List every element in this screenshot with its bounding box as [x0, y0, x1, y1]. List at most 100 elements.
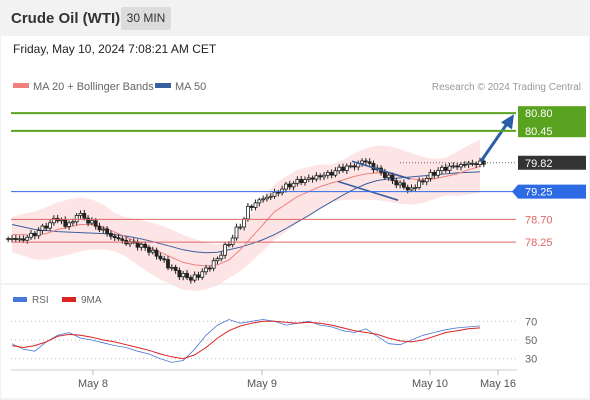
- candle-body: [398, 182, 402, 186]
- candle-body: [234, 226, 239, 239]
- candle-body: [48, 222, 52, 229]
- price-layer: [6, 114, 514, 291]
- candle-body: [466, 162, 471, 166]
- candle-body: [280, 188, 285, 194]
- candle-body: [402, 182, 406, 188]
- candle-body: [70, 221, 75, 224]
- candle-body: [25, 236, 30, 241]
- candle-body: [143, 243, 148, 248]
- pivot-level-label: 79.25: [525, 187, 553, 199]
- candle-body: [32, 232, 37, 237]
- x-axis: May 8 May 9 May 10 May 16: [78, 370, 516, 390]
- candle-body: [139, 243, 144, 248]
- x-tick-label: May 9: [247, 378, 277, 390]
- pivot-tag-bg: [512, 184, 586, 199]
- candle-body: [109, 232, 113, 237]
- candle-body: [310, 177, 315, 180]
- x-tick-label: May 10: [412, 378, 448, 390]
- candle-body: [59, 219, 64, 222]
- rsi-tick-label: 70: [525, 316, 537, 328]
- candle-body: [169, 266, 174, 269]
- candle-body: [93, 220, 98, 227]
- chart-header: Crude Oil (WTI) 30 MIN: [0, 0, 590, 36]
- candle-body: [120, 238, 125, 241]
- candle-body: [352, 165, 357, 168]
- candle-body: [51, 217, 56, 224]
- candle-body: [276, 191, 281, 194]
- candle-body: [101, 228, 106, 231]
- current-price-label: 79.82: [525, 158, 553, 170]
- candle-body: [215, 258, 220, 262]
- candle-body: [322, 174, 326, 178]
- candle-body: [158, 255, 163, 260]
- candle-body: [226, 244, 231, 246]
- instrument-title: Crude Oil (WTI): [11, 10, 121, 27]
- resistance-tag-bg: [518, 106, 586, 138]
- ma20-legend-label: MA 20 + Bollinger Bands: [33, 81, 154, 93]
- candle-body: [417, 180, 422, 188]
- candle-body: [455, 165, 460, 168]
- candle-body: [192, 274, 197, 281]
- candle-body: [341, 166, 345, 171]
- rsi-legend-label: RSI: [32, 295, 49, 306]
- ma20-legend-swatch: [13, 83, 29, 88]
- candle-body: [13, 238, 18, 240]
- candle-body: [299, 179, 304, 184]
- candle-body: [474, 163, 479, 166]
- ma50-legend-swatch: [155, 83, 171, 88]
- candle-body: [17, 238, 22, 241]
- candle-body: [481, 160, 486, 165]
- candle-body: [424, 178, 429, 183]
- candle-body: [470, 162, 475, 165]
- candle-body: [318, 175, 323, 178]
- candle-body: [295, 179, 300, 184]
- flag-upper-line: [351, 160, 411, 180]
- candle-body: [257, 199, 262, 204]
- candle-body: [200, 271, 205, 278]
- candle-body: [363, 160, 368, 163]
- candle-body: [188, 277, 193, 281]
- candle-body: [29, 232, 33, 238]
- candle-body: [162, 258, 167, 261]
- candle-body: [74, 215, 79, 223]
- candle-body: [443, 166, 448, 171]
- candle-body: [405, 186, 410, 191]
- candle-body: [333, 170, 338, 176]
- candle-body: [78, 212, 83, 216]
- candle-body: [112, 235, 117, 239]
- candle-body: [329, 172, 334, 176]
- candle-body: [386, 174, 391, 179]
- candle-body: [440, 166, 444, 171]
- bollinger-band: [12, 139, 480, 291]
- candle-body: [261, 198, 266, 201]
- candle-body: [181, 273, 186, 278]
- candle-body: [287, 183, 292, 188]
- candle-body: [230, 237, 235, 245]
- candle-body: [238, 226, 243, 229]
- candle-body: [337, 166, 342, 172]
- rsi-tick-label: 30: [525, 354, 537, 366]
- candle-body: [291, 182, 296, 188]
- candle-body: [306, 177, 311, 181]
- timeframe-button[interactable]: 30 MIN: [121, 7, 171, 30]
- candle-body: [211, 260, 216, 269]
- candle-body: [116, 237, 121, 240]
- candle-body: [36, 230, 41, 237]
- support-level-label: 78.70: [525, 214, 553, 226]
- candle-body: [177, 269, 182, 278]
- candle-body: [451, 165, 456, 168]
- candle-body: [242, 218, 246, 228]
- candle-body: [394, 180, 399, 186]
- candle-body: [382, 171, 387, 179]
- candle-body: [150, 249, 155, 253]
- candle-body: [409, 187, 414, 191]
- projection-arrow-shaft: [479, 121, 510, 163]
- candle-body: [303, 179, 307, 184]
- candle-body: [166, 259, 170, 269]
- candle-body: [207, 267, 212, 270]
- rsi-ma-legend-label: 9MA: [81, 295, 102, 306]
- candle-body: [147, 247, 151, 253]
- x-tick-label: May 16: [480, 378, 516, 390]
- candle-body: [265, 196, 269, 200]
- support-level-label: 78.25: [525, 237, 553, 249]
